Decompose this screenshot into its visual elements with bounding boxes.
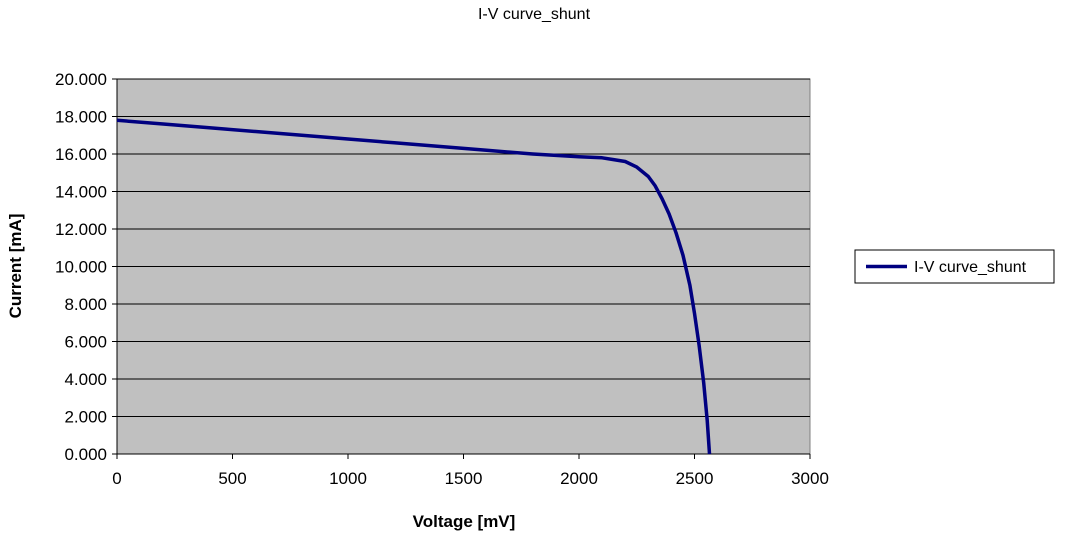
y-tick-label: 10.000 bbox=[55, 258, 107, 277]
x-tick-label: 0 bbox=[112, 469, 121, 488]
y-tick-label: 16.000 bbox=[55, 145, 107, 164]
x-tick-label: 1000 bbox=[329, 469, 367, 488]
gridlines bbox=[117, 78, 810, 417]
legend-box bbox=[854, 249, 1055, 284]
x-tick-label: 3000 bbox=[791, 469, 829, 488]
y-tick-label: 4.000 bbox=[64, 370, 107, 389]
x-axis-title: Voltage [mV] bbox=[413, 512, 516, 531]
legend: I-V curve_shunt bbox=[854, 249, 1055, 284]
y-tick-label: 14.000 bbox=[55, 183, 107, 202]
y-tick-label: 2.000 bbox=[64, 408, 107, 427]
y-tick-labels: 0.000 2.000 4.000 6.000 8.000 10.000 12.000 14.… bbox=[55, 70, 107, 464]
series-line bbox=[116, 118, 712, 455]
chart-title: I-V curve_shunt bbox=[478, 6, 591, 23]
y-tick-label: 0.000 bbox=[64, 445, 107, 464]
x-tick-label: 2500 bbox=[676, 469, 714, 488]
series-group bbox=[116, 118, 712, 455]
x-tick-labels: 0 500 1000 1500 2000 2500 3000 bbox=[112, 469, 829, 488]
y-tick-label: 12.000 bbox=[55, 220, 107, 239]
legend-label: I-V curve_shunt bbox=[914, 259, 1027, 276]
axes bbox=[112, 78, 811, 459]
y-tick-label: 6.000 bbox=[64, 333, 107, 352]
y-tick-label: 18.000 bbox=[55, 108, 107, 127]
x-tick-label: 500 bbox=[218, 469, 246, 488]
y-tick-label: 20.000 bbox=[55, 70, 107, 89]
x-tick-label: 1500 bbox=[445, 469, 483, 488]
y-tick-label: 8.000 bbox=[64, 295, 107, 314]
x-tick-label: 2000 bbox=[560, 469, 598, 488]
y-axis-title: Current [mA] bbox=[6, 214, 25, 319]
